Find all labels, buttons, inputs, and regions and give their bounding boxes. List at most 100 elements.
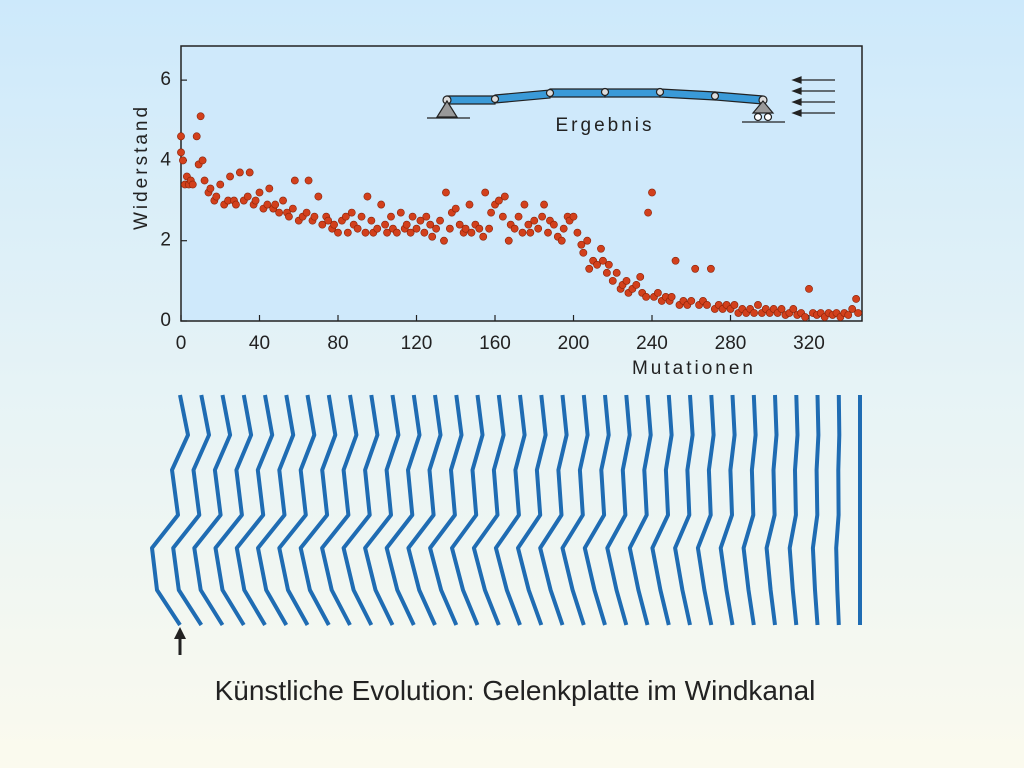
plot-frame <box>180 45 863 322</box>
data-point <box>848 305 857 313</box>
data-point <box>314 192 323 201</box>
plate <box>384 394 422 626</box>
data-point <box>585 264 594 273</box>
data-point <box>465 200 474 209</box>
data-point <box>602 268 611 277</box>
plate <box>277 394 317 626</box>
plate <box>695 394 716 626</box>
y-tick-label: 4 <box>160 149 171 170</box>
data-point <box>290 176 299 185</box>
data-point <box>597 244 605 253</box>
y-tick-label: 0 <box>160 310 171 331</box>
plate <box>450 394 485 626</box>
data-point <box>691 264 700 273</box>
x-axis-label: Mutationen <box>632 358 756 379</box>
data-point <box>805 284 813 293</box>
data-point <box>357 212 366 221</box>
data-point <box>192 132 201 141</box>
data-point <box>177 148 185 157</box>
data-point <box>534 224 543 233</box>
data-point <box>412 224 421 233</box>
data-point <box>671 256 680 265</box>
data-point <box>216 180 225 189</box>
data-point <box>544 228 552 237</box>
data-point <box>495 196 503 205</box>
plate <box>213 394 254 627</box>
y-tick-label: 2 <box>160 230 171 251</box>
data-point <box>436 216 444 225</box>
data-point <box>485 224 494 233</box>
data-point <box>285 212 293 221</box>
data-point <box>288 204 297 213</box>
data-point <box>206 184 215 193</box>
data-point <box>426 220 435 229</box>
x-tick-label: 0 <box>176 333 187 354</box>
y-axis-label: Widerstand <box>131 104 152 230</box>
data-point <box>754 301 762 309</box>
data-point <box>844 311 853 319</box>
data-point <box>644 208 652 217</box>
data-point <box>510 224 519 233</box>
data-point <box>406 228 415 237</box>
plate <box>406 394 443 626</box>
data-point <box>530 216 539 225</box>
data-point <box>396 208 405 217</box>
data-point <box>524 220 533 229</box>
data-point <box>777 305 786 313</box>
plate-sequence <box>150 394 862 627</box>
data-point <box>487 208 495 217</box>
data-point <box>538 212 547 221</box>
data-point <box>559 224 568 233</box>
data-point <box>330 220 338 229</box>
data-point <box>251 196 260 205</box>
x-tick-label: 240 <box>636 333 668 354</box>
data-point <box>540 200 548 209</box>
data-point <box>235 168 244 177</box>
data-point <box>177 132 185 141</box>
data-point <box>461 224 470 233</box>
data-point <box>304 176 313 185</box>
data-point <box>583 236 592 245</box>
data-point <box>475 224 484 233</box>
annotation: Ergebnis <box>556 115 655 136</box>
data-point <box>579 248 588 257</box>
data-point <box>432 224 441 233</box>
plate <box>650 394 674 626</box>
data-point <box>440 236 448 245</box>
data-point <box>196 112 205 121</box>
data-point <box>801 313 809 321</box>
data-point <box>442 188 450 197</box>
data-point <box>422 212 431 221</box>
data-point <box>445 224 454 233</box>
data-point <box>569 212 578 221</box>
data-point <box>687 297 696 305</box>
data-point <box>653 288 662 297</box>
plate <box>673 394 695 626</box>
data-point <box>604 260 613 269</box>
data-point <box>392 228 401 237</box>
data-point <box>383 228 391 237</box>
plate <box>493 394 527 626</box>
data-point <box>593 260 601 269</box>
data-point <box>455 220 464 229</box>
data-point <box>648 188 656 197</box>
plate <box>834 394 842 626</box>
data-point <box>279 196 287 205</box>
data-point <box>520 200 529 209</box>
plate <box>764 394 779 626</box>
data-point <box>500 192 509 201</box>
data-point <box>302 208 311 217</box>
x-tick-label: 40 <box>249 333 270 354</box>
plate <box>341 394 380 626</box>
plate <box>627 394 653 626</box>
data-point <box>271 200 280 209</box>
data-point <box>852 295 861 303</box>
data-point <box>381 220 390 229</box>
data-point <box>789 305 798 313</box>
data-point <box>498 212 507 221</box>
data-point <box>318 220 327 229</box>
data-point <box>367 216 376 225</box>
data-point <box>549 220 558 229</box>
y-tick-label: 6 <box>160 69 171 90</box>
